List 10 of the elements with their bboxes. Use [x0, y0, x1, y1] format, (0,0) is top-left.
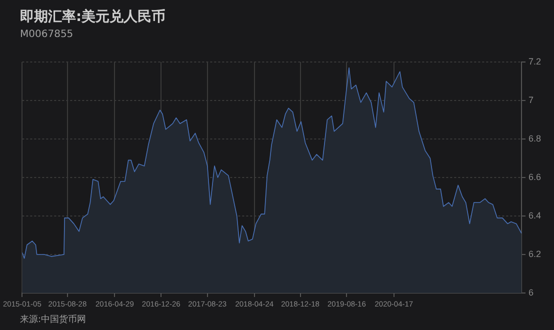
- y-tick-label: 6.2: [528, 248, 542, 259]
- chart-title: 即期汇率:美元兑人民币: [20, 8, 166, 26]
- chart-subtitle: M0067855: [20, 29, 74, 40]
- y-tick-label: 7: [528, 94, 534, 105]
- y-tick-label: 6.6: [528, 172, 542, 182]
- y-tick-label: 6: [528, 287, 534, 298]
- y-tick-label: 6.8: [528, 133, 542, 144]
- y-tick-label: 7.2: [528, 56, 542, 66]
- source-note: 来源:中国货币网: [20, 314, 86, 326]
- y-tick-label: 6.4: [528, 210, 542, 220]
